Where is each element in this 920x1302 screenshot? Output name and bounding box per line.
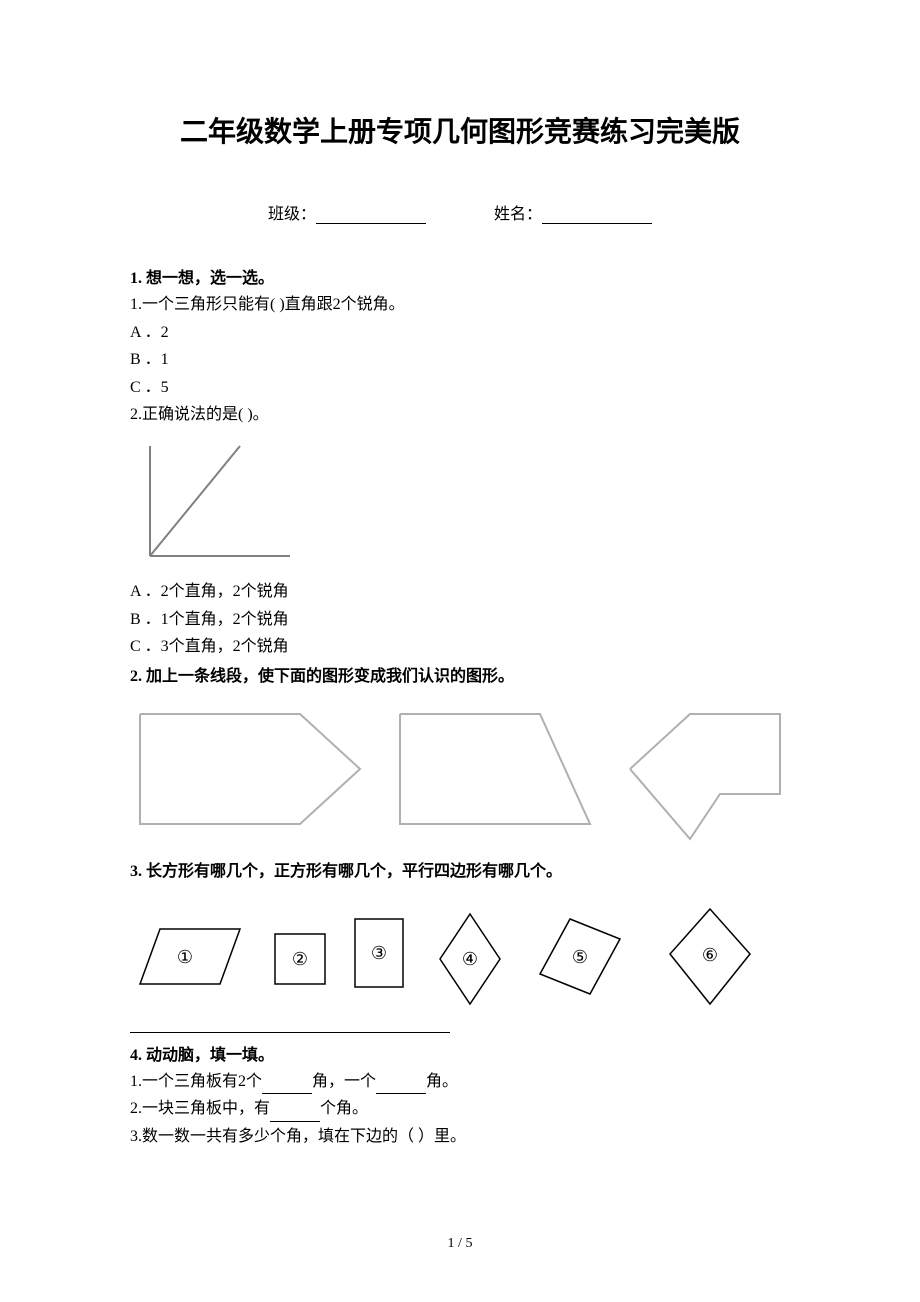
q3-shapes: ① ② ③ ④ ⑤ ⑥ (130, 889, 790, 1024)
q2-shapes (130, 694, 790, 849)
q1-opt2A: A ．2个直角，2个锐角 (130, 579, 790, 605)
name-blank (542, 208, 652, 224)
q1-sub1: 1.一个三角形只能有( )直角跟2个锐角。 (130, 292, 790, 318)
name-label: 姓名： (494, 206, 542, 223)
svg-text:⑥: ⑥ (702, 945, 718, 965)
q3-title: 3. 长方形有哪几个，正方形有哪几个，平行四边形有哪几个。 (130, 857, 790, 881)
angle-figure (130, 436, 790, 571)
page-footer: 1 / 5 (448, 1236, 473, 1252)
q1-opt2B: B ．1个直角，2个锐角 (130, 607, 790, 633)
q1-optA: A ．2 (130, 320, 790, 346)
svg-text:②: ② (292, 949, 308, 969)
header-line: 班级： 姓名： (130, 200, 790, 224)
svg-text:④: ④ (462, 949, 478, 969)
svg-text:③: ③ (371, 943, 387, 963)
q1-title: 1. 想一想，选一选。 (130, 264, 790, 288)
divider (130, 1032, 450, 1033)
svg-text:⑤: ⑤ (572, 947, 588, 967)
class-blank (316, 208, 426, 224)
q1-sub2: 2.正确说法的是( )。 (130, 402, 790, 428)
svg-text:①: ① (177, 947, 193, 967)
document-title: 二年级数学上册专项几何图形竞赛练习完美版 (130, 110, 790, 150)
q2-title: 2. 加上一条线段，使下面的图形变成我们认识的图形。 (130, 662, 790, 686)
q1-opt2C: C ．3个直角，2个锐角 (130, 634, 790, 660)
q1-optC: C ．5 (130, 375, 790, 401)
q4-title: 4. 动动脑，填一填。 (130, 1041, 790, 1065)
q4-sub3: 3.数一数一共有多少个角，填在下边的（ ）里。 (130, 1124, 790, 1150)
class-label: 班级： (268, 206, 316, 223)
q4-sub2: 2.一块三角板中，有个角。 (130, 1096, 790, 1122)
q4-sub1: 1.一个三角板有2个角，一个角。 (130, 1069, 790, 1095)
q1-optB: B ．1 (130, 347, 790, 373)
